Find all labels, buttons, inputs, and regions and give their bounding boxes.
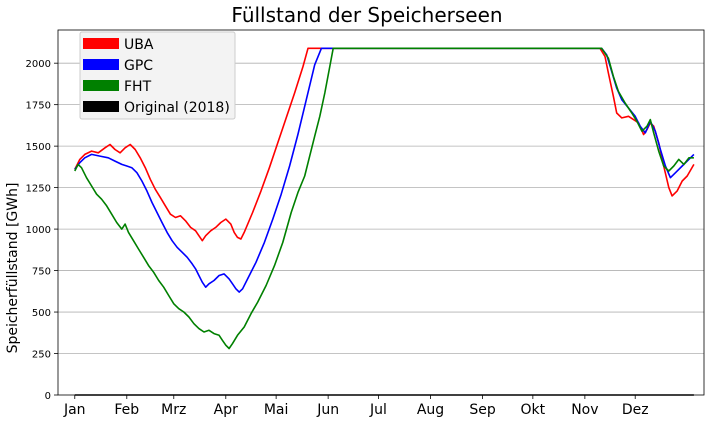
x-tick-label: Mai (264, 402, 289, 418)
y-tick-label: 1000 (26, 225, 51, 236)
y-tick-label: 1750 (26, 101, 51, 112)
legend-label: UBA (124, 37, 154, 53)
y-tick-label: 2000 (26, 59, 51, 70)
x-tick-label: Sep (469, 402, 496, 418)
legend-swatch (83, 38, 119, 49)
chart-title: Füllstand der Speicherseen (231, 3, 502, 27)
legend-label: Original (2018) (124, 100, 230, 116)
x-tick-label: Mrz (161, 402, 186, 418)
x-tick-label: Jan (63, 402, 86, 418)
y-tick-label: 1500 (26, 142, 51, 153)
x-tick-label: Dez (622, 402, 649, 418)
legend: UBA GPC FHT Original (2018) (79, 31, 236, 120)
y-tick-label: 1250 (26, 184, 51, 195)
y-tick-label: 500 (32, 308, 51, 319)
x-tick-label: Aug (417, 402, 444, 418)
y-tick-label: 250 (32, 350, 51, 361)
x-tick-label: Okt (521, 402, 546, 418)
x-tick-label: Jul (369, 402, 387, 418)
y-tick-label: 750 (32, 267, 51, 278)
y-axis-label: Speicherfüllstand [GWh] (5, 183, 21, 354)
x-tick-label: Nov (571, 402, 598, 418)
plot-frame (57, 29, 705, 396)
x-tick-label: Feb (114, 402, 139, 418)
legend-swatch (83, 80, 119, 91)
series-line-uba (74, 47, 695, 242)
axes-layer: 0 250 500 750 1000 1250 1500 1750 2000 Jan Feb Mrz A… (26, 29, 705, 418)
x-tick-label: Apr (214, 402, 238, 418)
legend-swatch (83, 59, 119, 70)
series-line-fht (74, 47, 694, 350)
legend-swatch (83, 101, 119, 112)
legend-box (79, 31, 236, 120)
x-tick-label: Jun (316, 402, 339, 418)
legend-label: GPC (124, 58, 153, 74)
legend-label: FHT (124, 79, 152, 95)
y-tick-label: 0 (45, 391, 51, 402)
